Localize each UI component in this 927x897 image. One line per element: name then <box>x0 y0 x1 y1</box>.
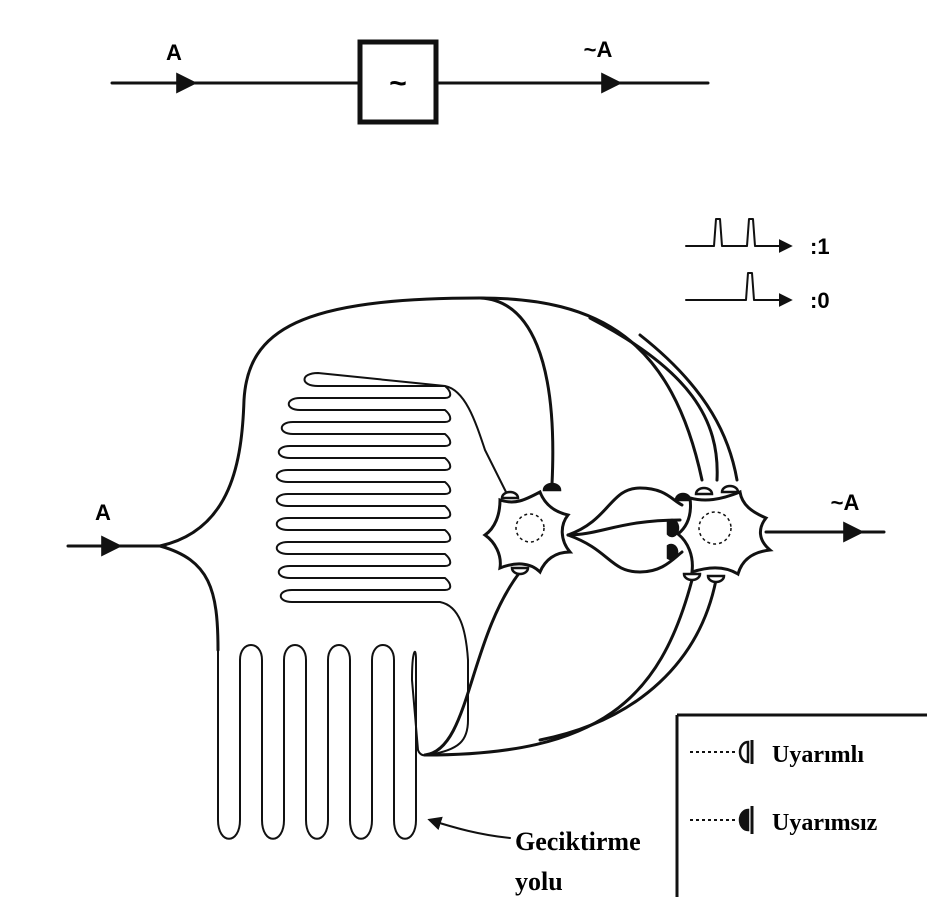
neuron1-to-neuron2-c <box>566 533 684 574</box>
excitatory-label: Uyarımlı <box>772 742 864 768</box>
not-gate-symbol: ~ A ~A <box>110 37 710 125</box>
synapse-legend: Uyarımlı Uyarımsız <box>675 713 927 897</box>
pulse-one-label: :1 <box>810 234 830 259</box>
delay-label-line2: yolu <box>515 867 563 896</box>
legend-border <box>675 713 927 897</box>
vertical-delay-path <box>217 644 431 840</box>
neuron-2-synapse-inhibitory-2 <box>666 518 680 538</box>
delay-label-arrow <box>427 816 511 839</box>
neuron-1-nucleus <box>515 513 545 543</box>
delay-to-neuron2-bottom-a <box>423 578 694 757</box>
neuron-1 <box>482 482 574 576</box>
neuron-2-synapse-excitatory-2 <box>720 484 740 494</box>
inhibitory-synapse-icon <box>738 808 750 832</box>
neuron1-to-neuron2-a <box>566 518 682 537</box>
neuron-2-synapse-excitatory-4 <box>706 574 726 584</box>
neuron-1-synapse-excitatory-1 <box>500 490 520 500</box>
network-output-label: ~A <box>831 490 860 515</box>
upper-to-neuron2-b <box>638 333 739 482</box>
gate-input-label: A <box>166 40 182 65</box>
neuron-2-synapse-inhibitory-1 <box>674 492 692 502</box>
gate-output-label: ~A <box>584 37 613 62</box>
pulse-legend: :1 :0 <box>685 218 830 313</box>
upper-to-neuron2-a <box>588 316 719 482</box>
neuron-2-synapse-excitatory-3 <box>682 572 702 582</box>
neuron-2-body <box>675 489 774 577</box>
single-pulse-waveform <box>685 272 793 307</box>
delay-to-neuron2-bottom-b <box>538 578 718 742</box>
neuron1-to-neuron2-b <box>566 486 684 537</box>
delay-label-line1: Geciktirme <box>515 827 641 856</box>
delay-to-neuron1-bottom <box>423 570 522 757</box>
neuron-2-synapse-inhibitory-3 <box>666 543 679 561</box>
neuron-2-synapse-excitatory-1 <box>694 486 714 496</box>
neuron-2-nucleus <box>698 511 732 545</box>
neural-network: A <box>66 296 886 896</box>
neuron-1-synapse-excitatory-2 <box>510 566 530 576</box>
excitatory-synapse-icon <box>738 740 750 764</box>
neuron-2 <box>666 484 774 584</box>
gate-symbol-text: ~ <box>389 67 407 100</box>
upper-to-neuron1 <box>478 296 555 486</box>
horizontal-delay-path <box>275 372 507 756</box>
double-pulse-waveform <box>685 218 793 253</box>
network-input-label: A <box>95 500 111 525</box>
pulse-zero-label: :0 <box>810 288 830 313</box>
lower-branch-axon <box>158 544 220 652</box>
neuron-1-synapse-inhibitory-1 <box>542 482 562 492</box>
neuron-1-body <box>482 489 574 575</box>
inhibitory-label: Uyarımsız <box>772 810 878 836</box>
